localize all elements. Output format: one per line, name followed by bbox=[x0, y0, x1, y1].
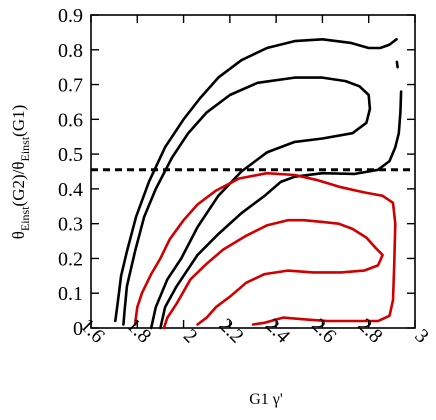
y-tick-label: 0.7 bbox=[58, 75, 83, 97]
contour-line-2 bbox=[122, 76, 372, 330]
y-tick-label: 0.4 bbox=[58, 179, 83, 201]
x-axis-label: G1 γ' bbox=[249, 391, 283, 408]
y-tick-label: 0.5 bbox=[58, 144, 83, 166]
y-tick-label: 0.6 bbox=[58, 109, 83, 131]
x-tick-label: 1.8 bbox=[122, 314, 155, 347]
y-tick-label: 0.9 bbox=[58, 5, 83, 27]
plot-frame bbox=[90, 14, 416, 329]
contour-line-4 bbox=[162, 218, 384, 330]
y-tick-label: 0.3 bbox=[58, 214, 83, 236]
y-axis: 0 0.1 0.2 0.3 0.4 0.5 0.6 0.7 0.8 0.9 bbox=[58, 5, 415, 340]
contour-line-1 bbox=[114, 38, 403, 330]
y-tick-label: 0.8 bbox=[58, 40, 83, 62]
x-tick-label: 2.2 bbox=[215, 314, 248, 347]
plot-lines bbox=[91, 38, 415, 330]
y-tick-label: 0.1 bbox=[58, 283, 83, 305]
x-axis: 1.6 1.8 2 2.2 2.4 2.6 2.8 3 bbox=[76, 15, 433, 348]
y-tick-label: 0 bbox=[73, 318, 83, 340]
y-tick-label: 0.2 bbox=[58, 248, 83, 270]
contour-line-3 bbox=[133, 171, 397, 326]
y-axis-label: θEinst(G2)/θEinst(G1) bbox=[9, 105, 32, 240]
